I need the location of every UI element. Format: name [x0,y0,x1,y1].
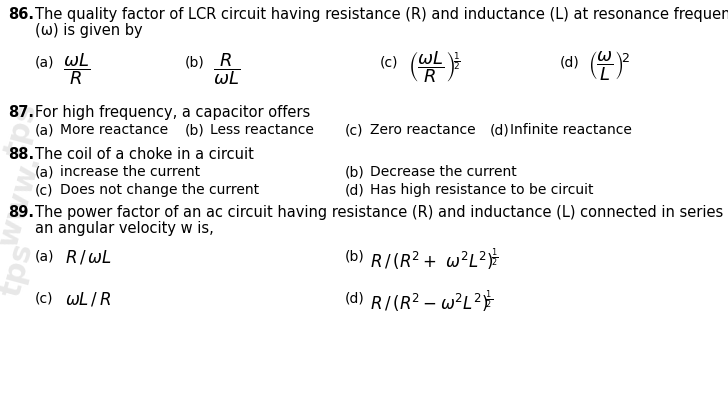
Text: (d): (d) [345,291,365,305]
Text: $\left(\dfrac{\omega}{L}\right)^{\!2}$: $\left(\dfrac{\omega}{L}\right)^{\!2}$ [588,49,630,82]
Text: $\dfrac{\omega L}{R}$: $\dfrac{\omega L}{R}$ [63,51,90,86]
Text: (d): (d) [345,183,365,197]
Text: 87.: 87. [8,105,34,120]
Text: $R\,/\,\left(R^2-\omega^2 L^2\right)^{\!\frac{1}{2}}$: $R\,/\,\left(R^2-\omega^2 L^2\right)^{\!… [370,288,493,314]
Text: Zero reactance: Zero reactance [370,123,475,137]
Text: (b): (b) [345,249,365,263]
Text: (b): (b) [185,123,205,137]
Text: Less reactance: Less reactance [210,123,314,137]
Text: More reactance: More reactance [60,123,168,137]
Text: $\left(\dfrac{\omega L}{R}\right)^{\!\frac{1}{2}}$: $\left(\dfrac{\omega L}{R}\right)^{\!\fr… [408,49,461,84]
Text: (b): (b) [345,165,365,179]
Text: (a): (a) [35,165,55,179]
Text: (ω) is given by: (ω) is given by [35,23,143,38]
Text: tps: tps [0,240,39,300]
Text: (c): (c) [345,123,363,137]
Text: The power factor of an ac circuit having resistance (R) and inductance (L) conne: The power factor of an ac circuit having… [35,205,728,220]
Text: $\dfrac{R}{\omega L}$: $\dfrac{R}{\omega L}$ [213,51,240,86]
Text: increase the current: increase the current [60,165,200,179]
Text: www.: www. [0,151,46,249]
Text: Does not change the current: Does not change the current [60,183,259,197]
Text: Has high resistance to be circuit: Has high resistance to be circuit [370,183,593,197]
Text: (a): (a) [35,55,55,69]
Text: 89.: 89. [8,205,34,220]
Text: (b): (b) [185,55,205,69]
Text: (d): (d) [560,55,579,69]
Text: The quality factor of LCR circuit having resistance (R) and inductance (L) at re: The quality factor of LCR circuit having… [35,7,728,22]
Text: $R\,/\,\omega L$: $R\,/\,\omega L$ [65,249,111,267]
Text: For high frequency, a capacitor offers: For high frequency, a capacitor offers [35,105,310,120]
Text: The coil of a choke in a circuit: The coil of a choke in a circuit [35,147,254,162]
Text: (a): (a) [35,123,55,137]
Text: Decrease the current: Decrease the current [370,165,517,179]
Text: (d): (d) [490,123,510,137]
Text: (c): (c) [35,291,53,305]
Text: 88.: 88. [8,147,34,162]
Text: (a): (a) [35,249,55,263]
Text: $\omega L\,/\,R$: $\omega L\,/\,R$ [65,291,111,309]
Text: $R\,/\,\left(R^2+\ \omega^2 L^2\right)^{\!\frac{1}{2}}$: $R\,/\,\left(R^2+\ \omega^2 L^2\right)^{… [370,246,499,272]
Text: (c): (c) [35,183,53,197]
Text: (c): (c) [380,55,398,69]
Text: tps: tps [1,100,43,160]
Text: 86.: 86. [8,7,34,22]
Text: Infinite reactance: Infinite reactance [510,123,632,137]
Text: an angular velocity w is,: an angular velocity w is, [35,221,214,236]
